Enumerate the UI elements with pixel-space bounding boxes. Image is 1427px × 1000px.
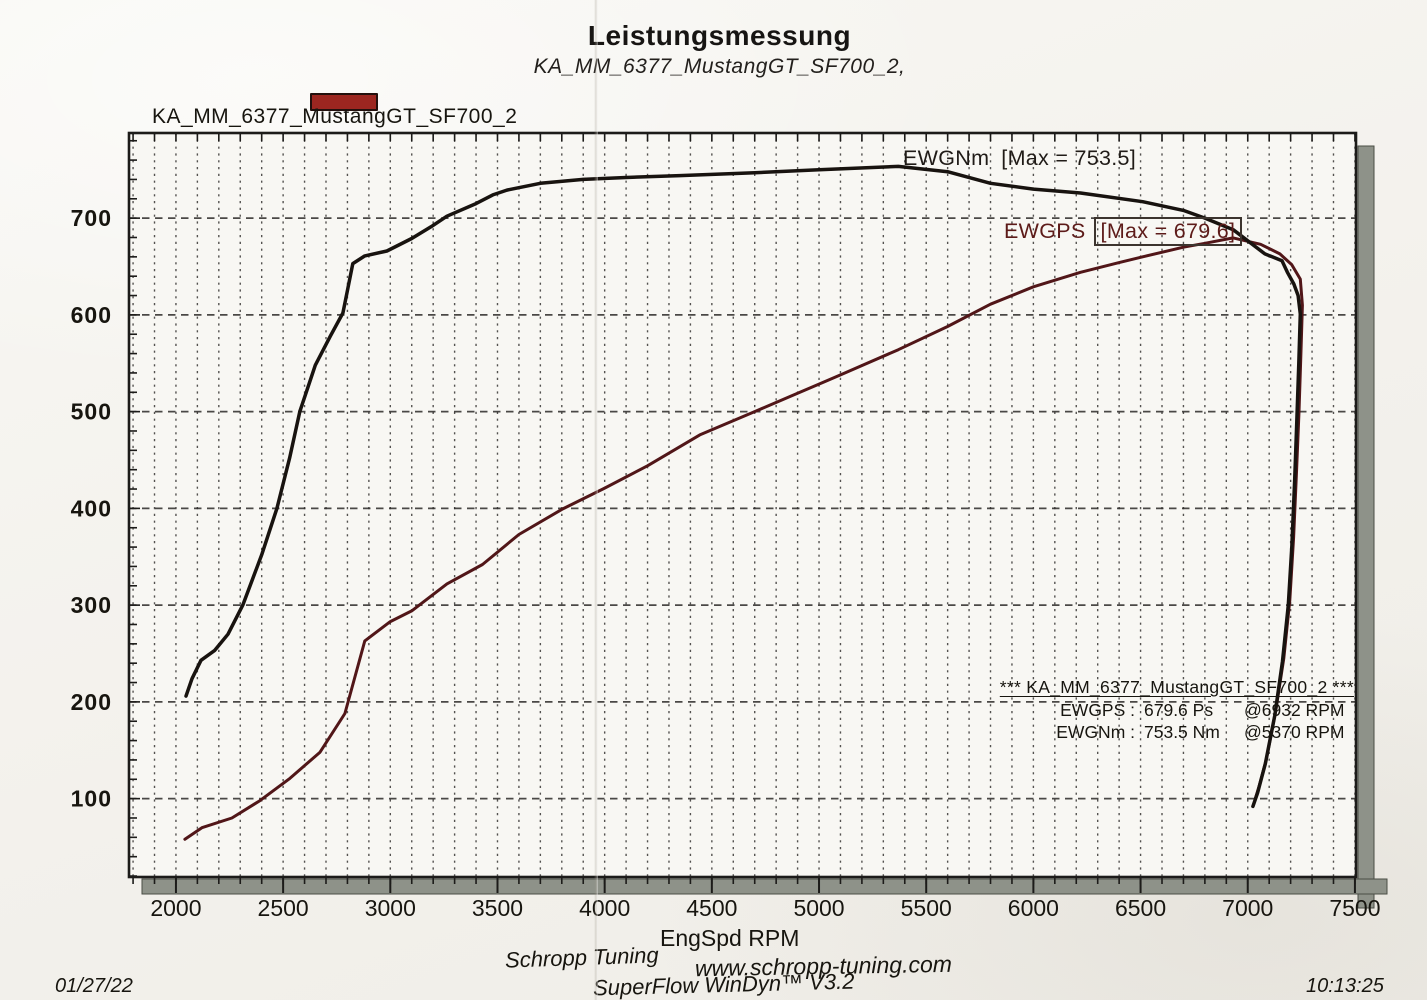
info-box-heading: *** KA_MM_6377_MustangGT_SF700_2 *** [999,677,1354,697]
svg-text:700: 700 [71,205,112,231]
svg-text:200: 200 [71,689,112,715]
svg-text:100: 100 [71,786,112,812]
svg-text:400: 400 [71,495,112,521]
svg-text:3000: 3000 [365,895,416,921]
svg-text:2000: 2000 [150,895,201,921]
annotation-ewgnm: EWGNm [Max = 753.5] [903,146,1136,171]
ewgps-max-value: [Max = 679.6] [1093,217,1243,246]
results-info-box: *** KA_MM_6377_MustangGT_SF700_2 *** EWG… [934,676,1354,744]
footer-date: 01/27/22 [55,975,133,997]
info-label: EWGNm : [1056,722,1135,742]
svg-text:6000: 6000 [1008,895,1059,921]
annotation-ewgps: EWGPS [Max = 679.6] [1004,217,1243,246]
svg-text:500: 500 [71,399,112,425]
legend-series-label: KA_MM_6377_MustangGT_SF700_2 [152,105,518,128]
info-value: 753.5 Nm [1144,722,1220,742]
svg-text:5000: 5000 [793,895,844,921]
ewgnm-max-value: [Max = 753.5] [1001,146,1137,170]
footer-company: Schropp Tuning [504,942,660,973]
title-block: Leistungsmessung KA_MM_6377_MustangGT_SF… [6,20,1427,79]
info-row-ewgnm: EWGNm : 753.5 Nm @5370 RPM [934,721,1354,744]
svg-text:6500: 6500 [1115,895,1166,921]
info-at-rpm: @6932 RPM [1244,699,1345,720]
info-at-rpm: @5370 RPM [1244,722,1345,742]
x-axis-label: EngSpd RPM [660,925,800,951]
page-subtitle: KA_MM_6377_MustangGT_SF700_2, [533,55,906,78]
svg-text:5500: 5500 [901,895,952,921]
svg-text:3500: 3500 [472,895,523,921]
info-label: EWGPS : [1060,699,1135,720]
ewgps-series-name: EWGPS [1004,219,1086,243]
svg-text:300: 300 [71,592,112,618]
footer-time: 10:13:25 [1306,975,1384,997]
svg-text:7000: 7000 [1222,895,1273,921]
svg-text:2500: 2500 [258,895,309,921]
svg-text:7500: 7500 [1329,895,1380,921]
svg-text:4000: 4000 [579,895,630,921]
ewgnm-series-name: EWGNm [903,146,990,170]
info-value: 679.6 Ps [1144,699,1214,720]
legend-color-swatch [310,93,378,111]
info-row-ewgps: EWGPS : 679.6 Ps @6932 RPM [934,699,1354,722]
svg-text:4500: 4500 [686,895,737,921]
page-title: Leistungsmessung [587,20,852,51]
svg-text:600: 600 [71,302,112,328]
